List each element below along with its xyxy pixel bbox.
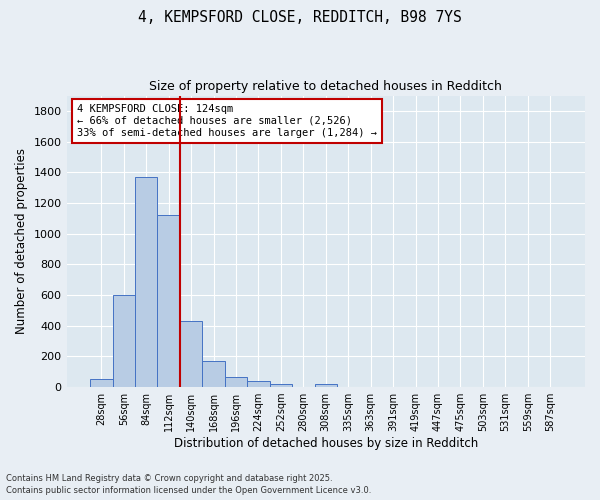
Bar xyxy=(314,384,337,387)
Text: 4, KEMPSFORD CLOSE, REDDITCH, B98 7YS: 4, KEMPSFORD CLOSE, REDDITCH, B98 7YS xyxy=(138,10,462,25)
Bar xyxy=(269,384,292,387)
Bar xyxy=(90,380,113,387)
Text: Contains HM Land Registry data © Crown copyright and database right 2025.
Contai: Contains HM Land Registry data © Crown c… xyxy=(6,474,371,495)
X-axis label: Distribution of detached houses by size in Redditch: Distribution of detached houses by size … xyxy=(173,437,478,450)
Bar xyxy=(135,177,157,387)
Bar xyxy=(113,295,135,387)
Bar xyxy=(225,377,247,387)
Bar xyxy=(180,321,202,387)
Y-axis label: Number of detached properties: Number of detached properties xyxy=(15,148,28,334)
Text: 4 KEMPSFORD CLOSE: 124sqm
← 66% of detached houses are smaller (2,526)
33% of se: 4 KEMPSFORD CLOSE: 124sqm ← 66% of detac… xyxy=(77,104,377,138)
Title: Size of property relative to detached houses in Redditch: Size of property relative to detached ho… xyxy=(149,80,502,93)
Bar xyxy=(157,215,180,387)
Bar xyxy=(247,381,269,387)
Bar xyxy=(202,361,225,387)
